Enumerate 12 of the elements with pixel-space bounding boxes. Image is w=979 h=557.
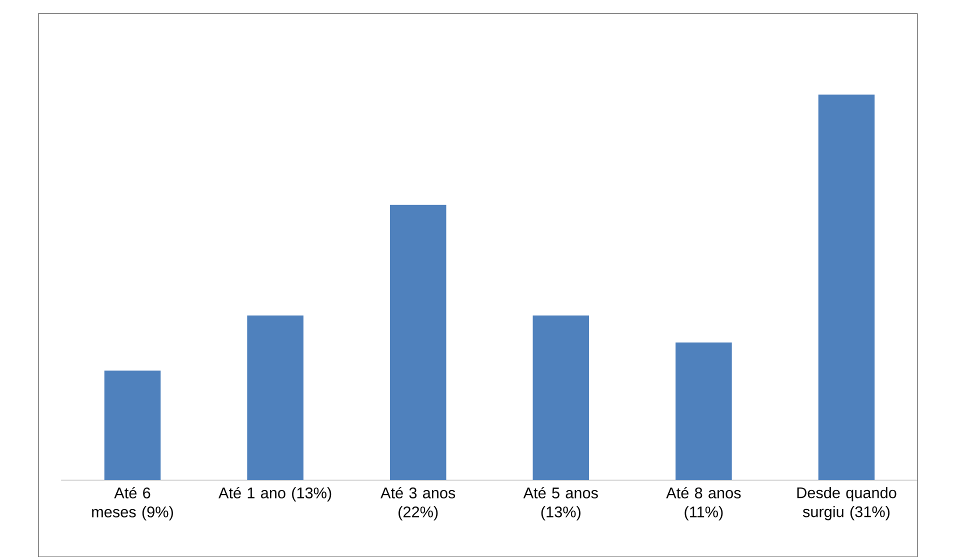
x-tick-label: Até 6 meses (9%) [92,486,173,520]
x-tick-label: Até 3 anos (22%) [380,486,456,520]
x-tick-label: Até 1 ano (13%) [218,486,332,502]
bar [532,315,590,480]
x-tick-label: Até 8 anos (11%) [666,486,741,520]
bar [247,315,304,480]
bar [104,370,161,480]
x-tick-label: Desde quando surgiu (31%) [797,486,896,520]
x-tick-label: Até 5 anos (13%) [523,486,598,520]
bar [676,342,732,480]
bar [818,94,875,480]
bar [390,204,446,480]
